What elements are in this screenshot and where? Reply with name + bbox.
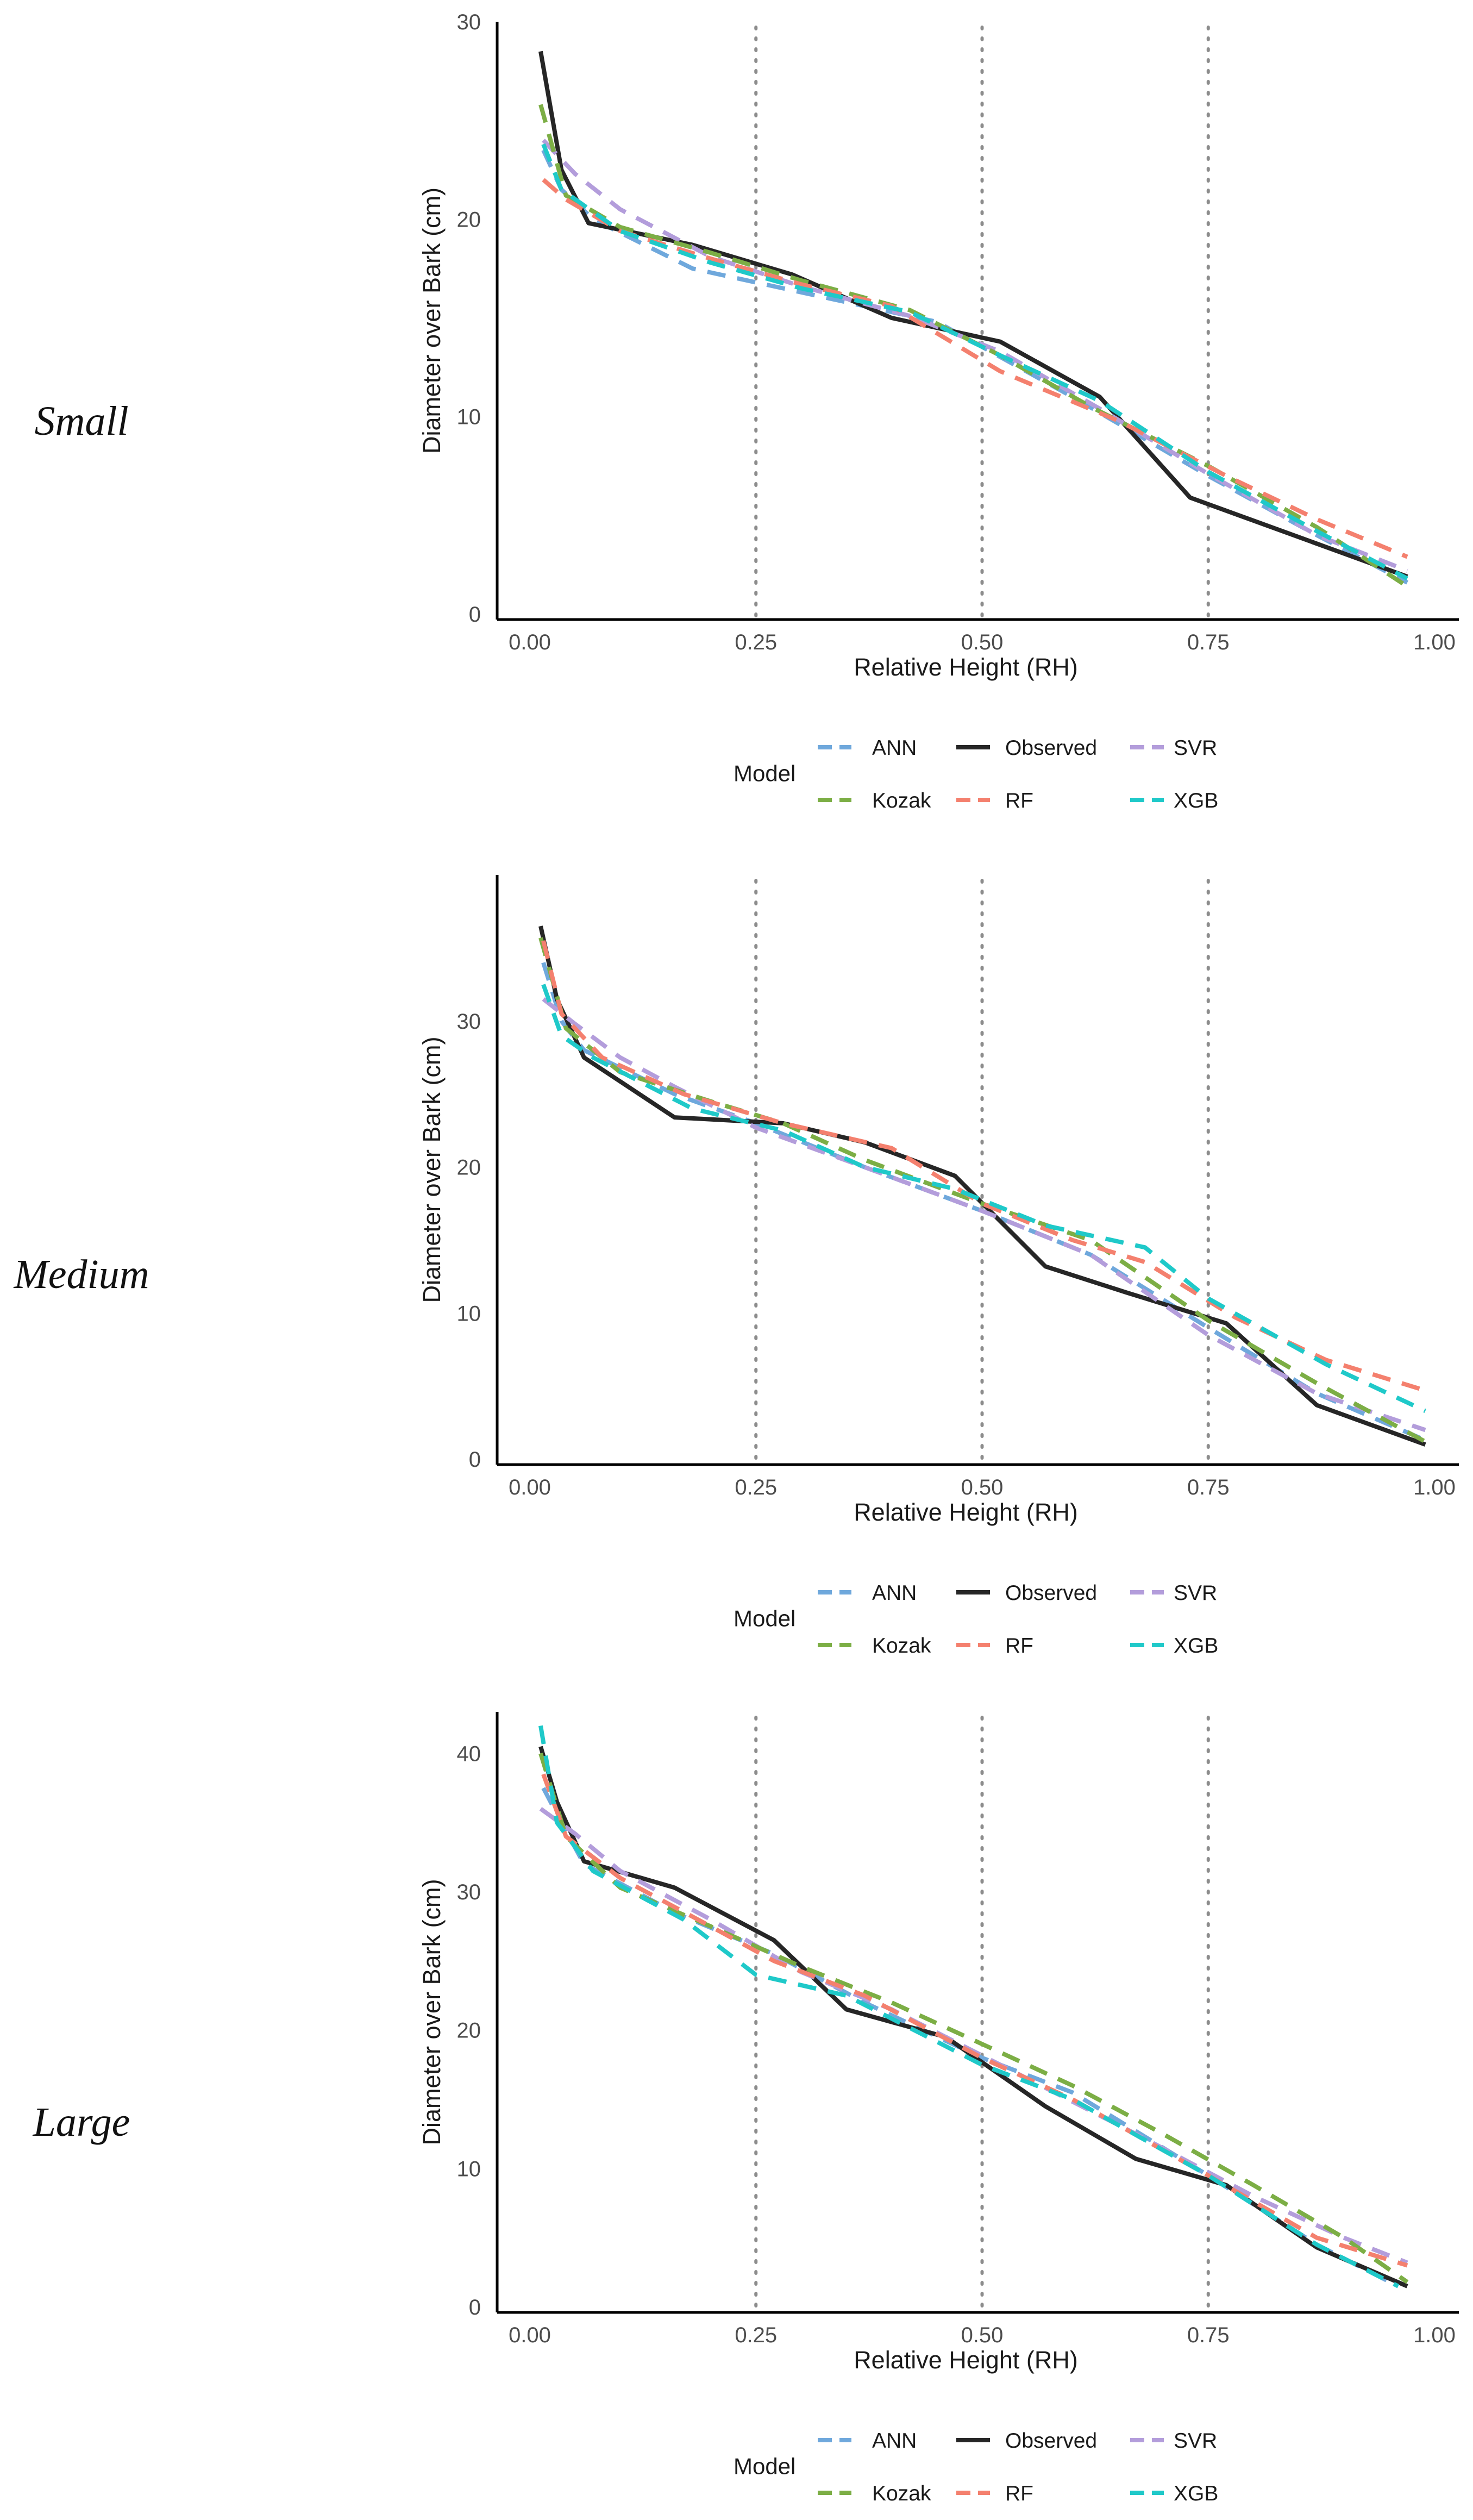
y-axis-title: Diameter over Bark (cm) [418, 1879, 446, 2145]
legend-item-observed[interactable]: Observed [956, 736, 1097, 760]
legend-item-ann[interactable]: ANN [818, 1581, 917, 1605]
legend-item-observed[interactable]: Observed [956, 2429, 1097, 2453]
x-tick-label: 0.25 [735, 2323, 777, 2347]
legend-label-kozak: Kozak [872, 2482, 931, 2505]
x-tick-label: 0.75 [1187, 630, 1230, 654]
legend-item-rf[interactable]: RF [956, 2482, 1033, 2505]
series-line-svr [542, 139, 1408, 573]
y-tick-label: 20 [457, 2019, 481, 2043]
legend-item-ann[interactable]: ANN [818, 2429, 917, 2453]
panel-label: Large [33, 2099, 130, 2145]
y-tick-label: 30 [457, 10, 481, 34]
y-tick-label: 10 [457, 405, 481, 429]
legend-label-svr: SVR [1174, 1581, 1217, 1605]
legend-item-svr[interactable]: SVR [1130, 2429, 1217, 2453]
series-line-xgb [538, 1725, 1400, 2288]
x-tick-label: 0.00 [509, 1475, 551, 1499]
legend: Model ANN Observed SVR Kozak RF XGB [734, 2429, 1218, 2505]
y-tick-label: 40 [457, 1742, 481, 1766]
y-tick-label: 0 [469, 603, 481, 627]
chart-panel-medium: Medium 0 10 20 30 0.00 0.25 0.50 0.75 1.00 Relativ… [13, 875, 1459, 1658]
legend-label-rf: RF [1005, 1634, 1033, 1658]
legend-label-observed: Observed [1005, 736, 1097, 760]
x-tick-label: 0.00 [509, 630, 551, 654]
legend-label-kozak: Kozak [872, 789, 931, 812]
legend-label-rf: RF [1005, 2482, 1033, 2505]
legend-item-svr[interactable]: SVR [1130, 736, 1217, 760]
chart-panel-small: Small 0 10 20 30 0.00 0.25 0.50 0.75 1.00 Relative… [34, 10, 1459, 812]
y-tick-label: 30 [457, 1010, 481, 1034]
legend-label-kozak: Kozak [872, 1634, 931, 1658]
panel-label: Medium [13, 1252, 149, 1297]
x-tick-label: 1.00 [1413, 1475, 1456, 1499]
x-tick-label: 0.50 [961, 630, 1004, 654]
legend-label-svr: SVR [1174, 2429, 1217, 2453]
series-line-xgb [541, 143, 1408, 581]
y-tick-label: 0 [469, 1448, 481, 1472]
legend-title: Model [734, 1606, 795, 1631]
x-tick-label: 0.25 [735, 630, 777, 654]
legend-item-ann[interactable]: ANN [818, 736, 917, 760]
y-tick-label: 0 [469, 2296, 481, 2319]
legend-title: Model [734, 761, 795, 786]
y-tick-label: 20 [457, 1156, 481, 1180]
y-tick-label: 30 [457, 1880, 481, 1904]
legend-label-ann: ANN [872, 1581, 917, 1605]
chart-panel-large: Large 0 10 20 30 40 0.00 0.25 0.50 0.75 1.00 Relati… [33, 1712, 1459, 2505]
x-axis-title: Relative Height (RH) [854, 1498, 1078, 1526]
legend-label-xgb: XGB [1174, 789, 1218, 812]
legend-label-svr: SVR [1174, 736, 1217, 760]
x-tick-label: 0.75 [1187, 2323, 1230, 2347]
x-axis-title: Relative Height (RH) [854, 653, 1078, 681]
legend-item-xgb[interactable]: XGB [1130, 1634, 1218, 1658]
legend: Model ANN Observed SVR Kozak RF XGB [734, 736, 1218, 812]
series-line-svr [542, 997, 1426, 1433]
x-tick-label: 0.00 [509, 2323, 551, 2347]
y-tick-label: 20 [457, 208, 481, 232]
x-axis-title: Relative Height (RH) [854, 2346, 1078, 2374]
y-tick-label: 10 [457, 2157, 481, 2181]
legend-label-xgb: XGB [1174, 1634, 1218, 1658]
series-line-xgb [541, 984, 1427, 1413]
y-axis-title: Diameter over Bark (cm) [418, 187, 446, 454]
x-tick-label: 0.50 [961, 2323, 1004, 2347]
legend-item-kozak[interactable]: Kozak [818, 789, 931, 812]
legend-item-svr[interactable]: SVR [1130, 1581, 1217, 1605]
legend-item-rf[interactable]: RF [956, 1634, 1033, 1658]
legend-item-xgb[interactable]: XGB [1130, 2482, 1218, 2505]
legend-label-ann: ANN [872, 2429, 917, 2453]
x-tick-label: 0.25 [735, 1475, 777, 1499]
series-line-ann [541, 962, 1426, 1442]
legend-item-kozak[interactable]: Kozak [818, 2482, 931, 2505]
legend-label-observed: Observed [1005, 2429, 1097, 2453]
y-tick-label: 10 [457, 1302, 481, 1325]
legend-label-observed: Observed [1005, 1581, 1097, 1605]
x-tick-label: 1.00 [1413, 630, 1456, 654]
legend-item-observed[interactable]: Observed [956, 1581, 1097, 1605]
legend: Model ANN Observed SVR Kozak RF XGB [734, 1581, 1218, 1658]
legend-label-xgb: XGB [1174, 2482, 1218, 2505]
legend-label-ann: ANN [872, 736, 917, 760]
legend-title: Model [734, 2454, 795, 2479]
legend-item-kozak[interactable]: Kozak [818, 1634, 931, 1658]
y-axis-title: Diameter over Bark (cm) [418, 1036, 446, 1303]
x-tick-label: 1.00 [1413, 2323, 1456, 2347]
legend-item-xgb[interactable]: XGB [1130, 789, 1218, 812]
legend-item-rf[interactable]: RF [956, 789, 1033, 812]
panel-label: Small [34, 398, 128, 444]
legend-label-rf: RF [1005, 789, 1033, 812]
x-tick-label: 0.75 [1187, 1475, 1230, 1499]
x-tick-label: 0.50 [961, 1475, 1004, 1499]
series-line-rf [541, 940, 1426, 1393]
